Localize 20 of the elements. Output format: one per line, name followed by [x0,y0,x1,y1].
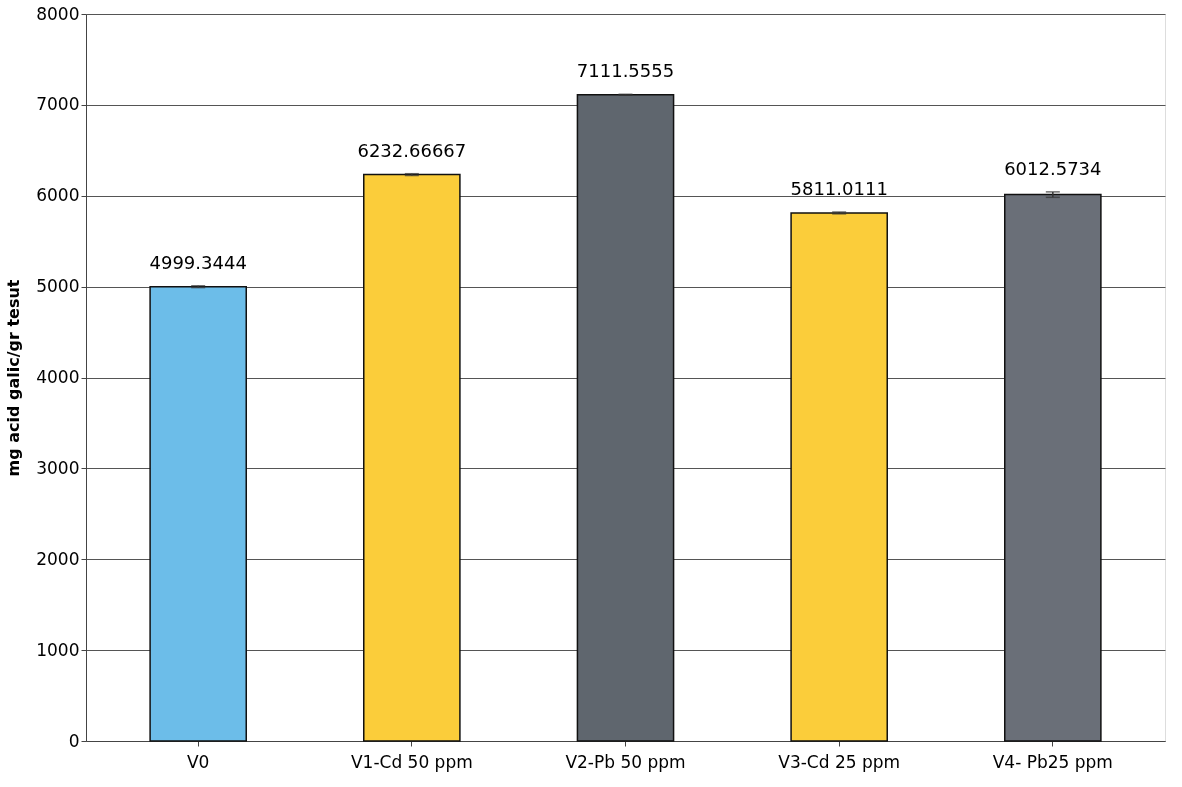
data-label: 5811.0111 [790,178,888,200]
y-tick-label: 3000 [36,457,80,478]
y-tick-label: 4000 [36,367,80,387]
data-label: 6012.5734 [1004,157,1102,179]
x-tick-label: V4- Pb25 ppm [992,751,1113,772]
y-tick-label: 5000 [36,276,80,297]
x-tick-label: V3-Cd 25 ppm [778,751,901,772]
y-tick-label: 7000 [36,94,80,115]
x-tick-label: V0 [186,751,210,772]
x-tick-label: V1-Cd 50 ppm [350,751,473,772]
y-tick-label: 2000 [36,548,80,569]
data-label: 4999.3444 [149,251,247,273]
data-label: 7111.5555 [576,60,675,82]
x-tick-label: V2-Pb 50 ppm [565,751,686,772]
y-tick-label: 6000 [36,185,80,206]
y-tick-label: 0 [68,730,80,751]
y-tick-label: 1000 [36,639,80,660]
y-tick-label: 8000 [36,3,80,24]
data-label: 6232.66667 [357,139,467,161]
y-axis-title: mg acid galic/gr tesut [4,279,24,477]
